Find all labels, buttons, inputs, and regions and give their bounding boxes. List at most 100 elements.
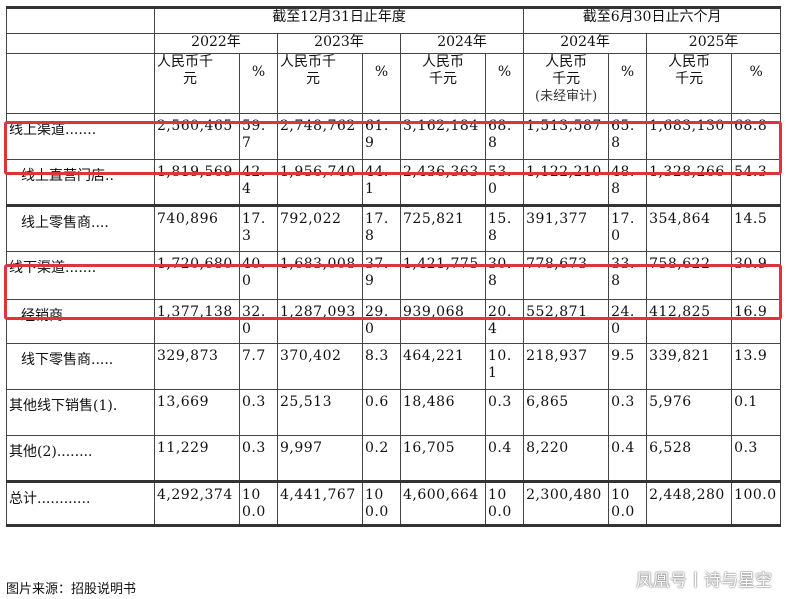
percent-cell: 8.3 bbox=[362, 343, 401, 390]
header-percent: % bbox=[608, 53, 648, 114]
percent-cell: 0.3 bbox=[608, 389, 648, 436]
amount-cell: 939,068 bbox=[400, 299, 486, 344]
row-label: 线上直营门店.. bbox=[6, 159, 155, 206]
table-row: 其他(2)........ 11,229 0.3 9,997 0.2 16,705 0.4 8… bbox=[6, 435, 782, 482]
percent-cell: 68.8 bbox=[484, 113, 525, 160]
amount-cell: 1,683,008 bbox=[277, 251, 363, 300]
amount-cell: 329,873 bbox=[154, 343, 240, 390]
percent-cell: 53.0 bbox=[484, 159, 525, 206]
table-row: 其他线下销售(1). 13,669 0.3 25,513 0.6 18,486 0.3 6,8… bbox=[6, 389, 782, 436]
amount-cell: 339,821 bbox=[646, 343, 733, 390]
amount-cell: 2,436,363 bbox=[400, 159, 486, 206]
table-body: 线上渠道....... 2,560,465 59.7 2,748,762 61.9 3,1… bbox=[6, 113, 782, 527]
percent-cell: 30.8 bbox=[484, 251, 525, 300]
amount-cell: 758,622 bbox=[646, 251, 733, 300]
percent-cell: 59.7 bbox=[239, 113, 278, 160]
row-label: 线下渠道....... bbox=[6, 251, 155, 300]
unaudited-note: (未经审计) bbox=[535, 89, 598, 104]
percent-cell: 48.8 bbox=[608, 159, 648, 206]
header-unit: 人民币千元 bbox=[154, 53, 240, 114]
amount-cell: 1,122,210 bbox=[523, 159, 610, 206]
revenue-table-container: 截至12月31日止年度 截至6月30日止六个月 2022年 2023年 2024… bbox=[6, 6, 782, 527]
header-six-months: 截至6月30日止六个月 bbox=[523, 6, 782, 34]
header-unit: 人民币千元 bbox=[277, 53, 363, 114]
percent-cell: 68.8 bbox=[731, 113, 782, 160]
amount-cell: 25,513 bbox=[277, 389, 363, 436]
percent-cell: 33.8 bbox=[608, 251, 648, 300]
percent-cell: 9.5 bbox=[608, 343, 648, 390]
percent-cell: 10.1 bbox=[484, 343, 525, 390]
amount-cell: 218,937 bbox=[523, 343, 610, 390]
percent-cell: 0.3 bbox=[239, 389, 278, 436]
percent-cell: 17.0 bbox=[608, 204, 648, 252]
amount-cell: 1,328,266 bbox=[646, 159, 733, 206]
amount-cell: 3,162,184 bbox=[400, 113, 486, 160]
percent-cell: 0.6 bbox=[362, 389, 401, 436]
amount-cell: 6,865 bbox=[523, 389, 610, 436]
percent-cell: 0.4 bbox=[484, 435, 525, 482]
row-label: 线上渠道....... bbox=[6, 113, 155, 160]
amount-cell: 5,976 bbox=[646, 389, 733, 436]
percent-cell: 37.9 bbox=[362, 251, 401, 300]
amount-cell: 1,720,680 bbox=[154, 251, 240, 300]
percent-cell: 0.4 bbox=[608, 435, 648, 482]
amount-cell: 1,287,093 bbox=[277, 299, 363, 344]
percent-cell: 7.7 bbox=[239, 343, 278, 390]
amount-cell: 11,229 bbox=[154, 435, 240, 482]
source-caption: 图片来源：招股说明书 bbox=[6, 582, 137, 597]
watermark: 凤凰号丨诗与星空 bbox=[636, 571, 772, 591]
percent-cell: 13.9 bbox=[731, 343, 782, 390]
amount-cell: 1,513,587 bbox=[523, 113, 610, 160]
amount-cell: 370,402 bbox=[277, 343, 363, 390]
header-percent: % bbox=[484, 53, 525, 114]
amount-cell: 391,377 bbox=[523, 204, 610, 252]
amount-cell: 1,421,775 bbox=[400, 251, 486, 300]
amount-cell: 725,821 bbox=[400, 204, 486, 252]
amount-cell: 1,683,130 bbox=[646, 113, 733, 160]
percent-cell: 30.9 bbox=[731, 251, 782, 300]
row-label: 其他线下销售(1). bbox=[6, 389, 155, 436]
amount-cell: 464,221 bbox=[400, 343, 486, 390]
percent-cell: 54.3 bbox=[731, 159, 782, 206]
percent-cell: 0.3 bbox=[239, 435, 278, 482]
percent-cell: 17.3 bbox=[239, 204, 278, 252]
amount-cell: 1,819,569 bbox=[154, 159, 240, 206]
amount-cell: 4,441,767 bbox=[277, 480, 363, 527]
percent-cell: 14.5 bbox=[731, 204, 782, 252]
percent-cell: 0.2 bbox=[362, 435, 401, 482]
header-year-2023: 2023年 bbox=[277, 33, 401, 54]
percent-cell: 15.8 bbox=[484, 204, 525, 252]
amount-cell: 16,705 bbox=[400, 435, 486, 482]
percent-cell: 42.4 bbox=[239, 159, 278, 206]
percent-cell: 0.3 bbox=[731, 435, 782, 482]
percent-cell: 29.0 bbox=[362, 299, 401, 344]
row-label: 线下零售商..... bbox=[6, 343, 155, 390]
header-corner-2 bbox=[6, 33, 155, 54]
percent-cell: 100.0 bbox=[608, 480, 648, 527]
header-corner bbox=[6, 6, 155, 34]
percent-cell: 61.9 bbox=[362, 113, 401, 160]
percent-cell: 20.4 bbox=[484, 299, 525, 344]
table-row: 经销商.......... 1,377,138 32.0 1,287,093 29.0 9… bbox=[6, 299, 782, 344]
row-label: 其他(2)........ bbox=[6, 435, 155, 482]
amount-cell: 740,896 bbox=[154, 204, 240, 252]
amount-cell: 354,864 bbox=[646, 204, 733, 252]
percent-cell: 17.8 bbox=[362, 204, 401, 252]
percent-cell: 100.0 bbox=[731, 480, 782, 527]
percent-cell: 44.1 bbox=[362, 159, 401, 206]
row-label: 经销商.......... bbox=[6, 299, 155, 344]
table-row: 线下渠道....... 1,720,680 40.0 1,683,008 37.9 1,4… bbox=[6, 251, 782, 300]
table-row: 线上渠道....... 2,560,465 59.7 2,748,762 61.9 3,1… bbox=[6, 113, 782, 160]
percent-cell: 0.1 bbox=[731, 389, 782, 436]
amount-cell: 1,956,740 bbox=[277, 159, 363, 206]
header-percent: % bbox=[239, 53, 278, 114]
header-percent: % bbox=[362, 53, 401, 114]
percent-cell: 40.0 bbox=[239, 251, 278, 300]
revenue-table: 截至12月31日止年度 截至6月30日止六个月 2022年 2023年 2024… bbox=[6, 6, 782, 527]
table-row: 线上直营门店.. 1,819,569 42.4 1,956,740 44.1 2,436,… bbox=[6, 159, 782, 206]
amount-cell: 2,560,465 bbox=[154, 113, 240, 160]
amount-cell: 2,300,480 bbox=[523, 480, 610, 527]
amount-cell: 2,748,762 bbox=[277, 113, 363, 160]
amount-cell: 8,220 bbox=[523, 435, 610, 482]
header-percent: % bbox=[731, 53, 782, 114]
